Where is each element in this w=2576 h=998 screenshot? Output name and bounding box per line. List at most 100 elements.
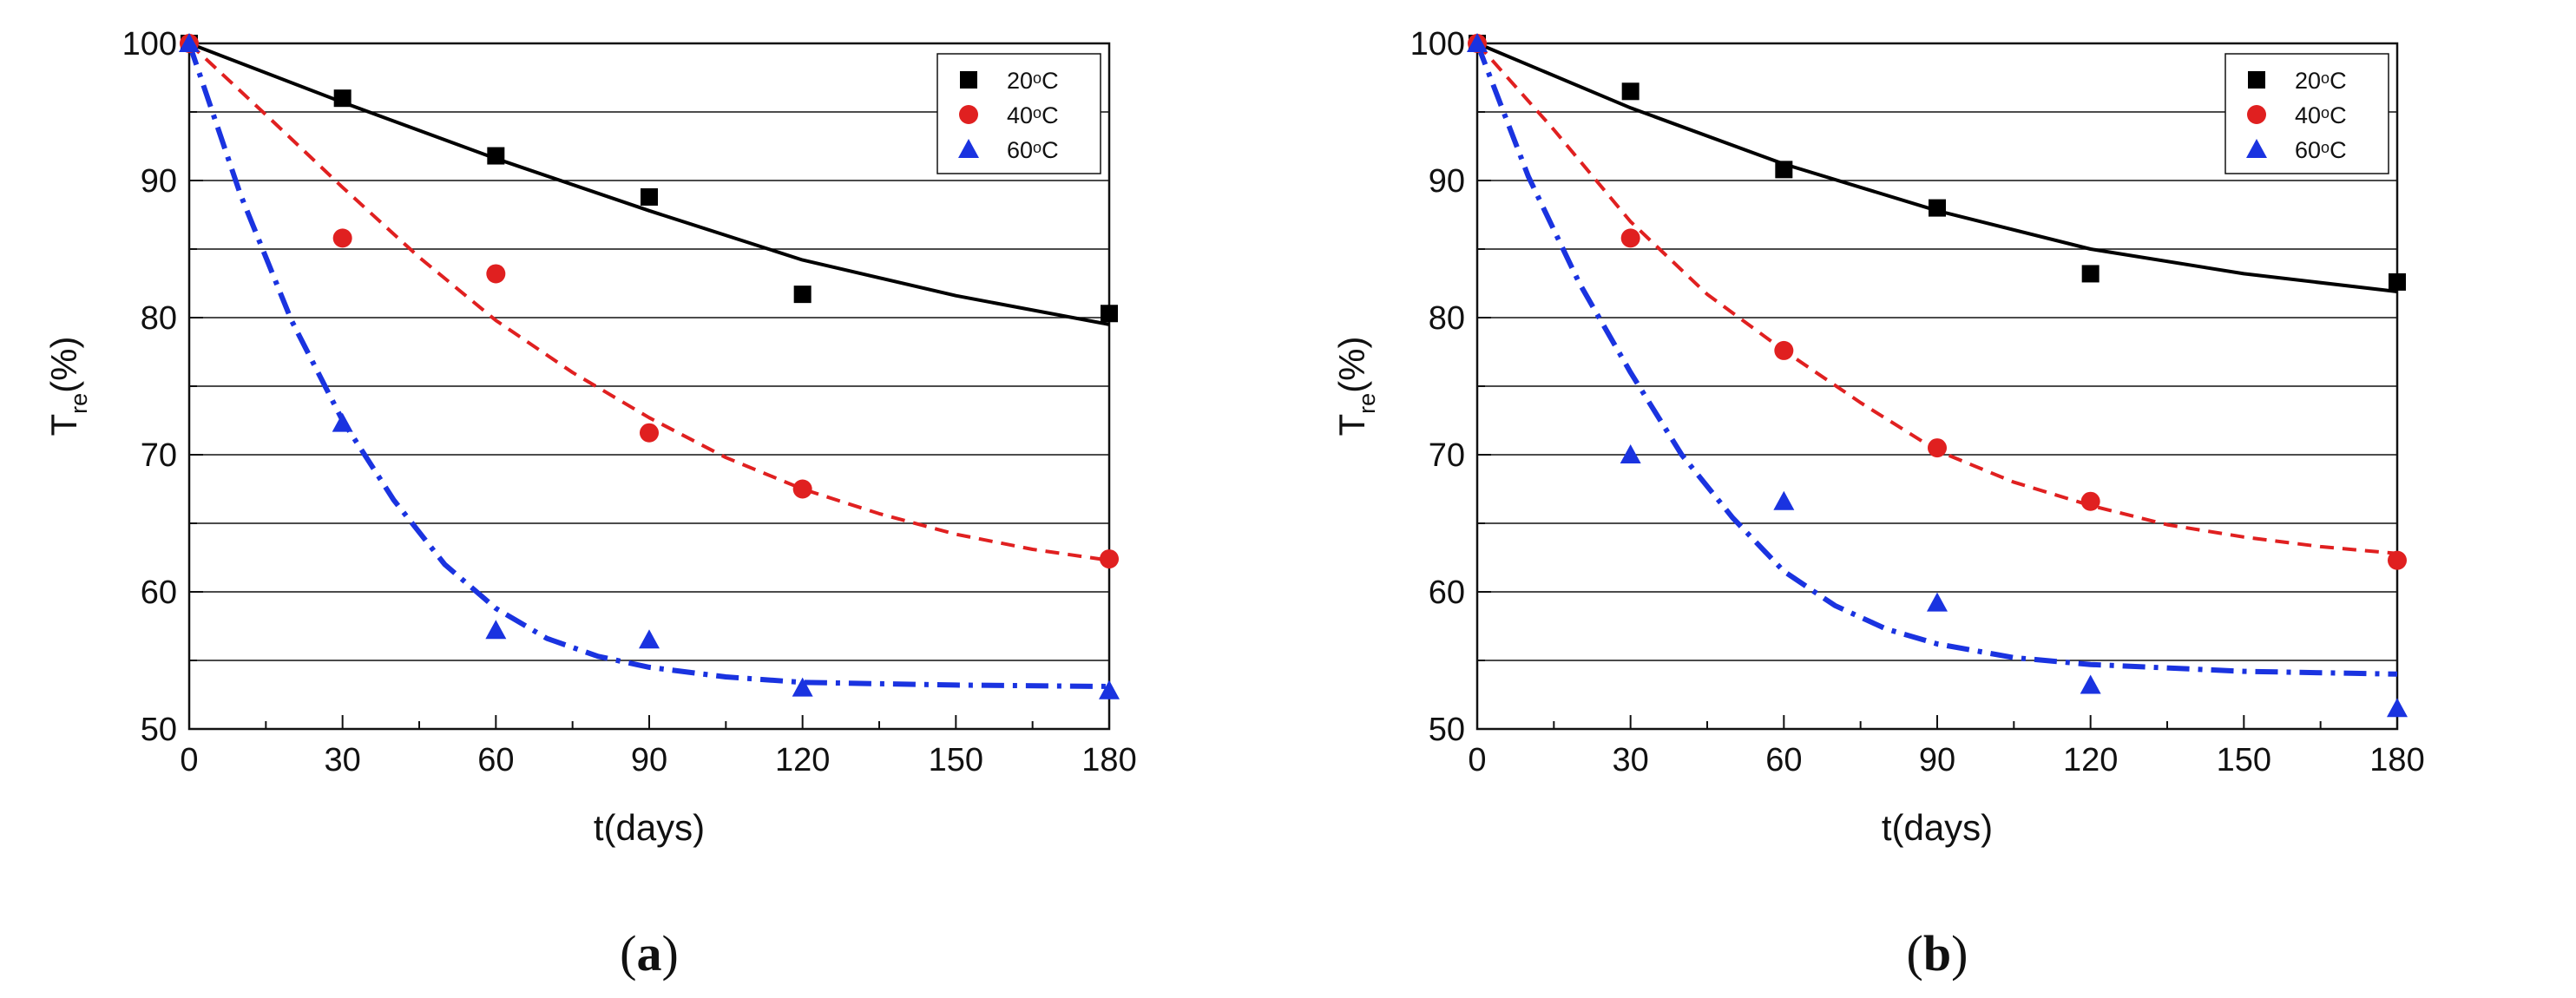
y-axis-label-subscript: re <box>66 393 92 414</box>
legend-degree-symbol: o <box>1033 139 1042 156</box>
y-tick-label: 80 <box>1429 300 1465 337</box>
data-point-series-0 <box>1101 305 1118 323</box>
panel-label-letter: a <box>637 925 662 982</box>
data-point-series-2 <box>1927 592 1948 612</box>
data-point-series-2 <box>1773 490 1795 510</box>
x-tick-label: 90 <box>631 742 667 778</box>
y-axis-label: Tre(%) <box>43 337 92 437</box>
x-tick-label: 180 <box>2369 742 2424 778</box>
legend-marker-series-2 <box>2246 139 2267 158</box>
data-point-series-0 <box>793 286 812 304</box>
data-point-series-1 <box>1774 340 1794 360</box>
panel-label-open: ( <box>620 925 636 982</box>
legend-degree-symbol: o <box>2321 69 2330 87</box>
legend-label-unit: C <box>1042 137 1059 163</box>
legend-label-unit: C <box>1042 102 1059 128</box>
panel-label: (a) <box>620 925 679 982</box>
legend-degree-symbol: o <box>2321 139 2330 156</box>
chart-panel-b: 0 30 60 90 120 150 1805060708090100t(days)Tre(… <box>1331 26 2425 982</box>
data-point-series-1 <box>792 479 812 499</box>
data-point-series-1 <box>486 264 506 284</box>
data-point-series-2 <box>2387 698 2408 718</box>
legend-label-unit: C <box>2330 102 2347 128</box>
legend-degree-symbol: o <box>2321 104 2330 121</box>
fit-curve-series-1 <box>187 42 1110 562</box>
legend-degree-symbol: o <box>1033 104 1042 121</box>
data-point-series-1 <box>2388 550 2407 570</box>
data-point-series-2 <box>639 629 660 649</box>
legend-label-value: 20 <box>1007 68 1033 94</box>
legend-label-series-2: 60oC <box>2295 137 2347 163</box>
legend-marker-series-0 <box>2248 71 2265 89</box>
fit-curve-series-2 <box>1475 42 2398 677</box>
x-tick-label: 30 <box>325 742 361 778</box>
y-tick-label: 50 <box>141 712 177 748</box>
legend-label-value: 20 <box>2295 68 2321 94</box>
x-axis-label: t(days) <box>1882 807 1993 848</box>
data-point-series-1 <box>2080 491 2100 511</box>
data-point-series-2 <box>1099 680 1120 699</box>
y-tick-label: 100 <box>122 26 177 62</box>
y-tick-label: 90 <box>1429 163 1465 200</box>
legend-label-value: 40 <box>1007 102 1033 128</box>
data-point-series-2 <box>485 620 507 640</box>
chart-panel-a: 0 30 60 90 120 150 1805060708090100t(days)Tre(… <box>43 26 1137 982</box>
panel-label-letter: b <box>1923 925 1951 982</box>
data-point-series-0 <box>2389 272 2406 291</box>
x-tick-label: 90 <box>1919 742 1955 778</box>
panel-label-close: ) <box>1951 925 1968 982</box>
data-point-series-1 <box>332 228 352 248</box>
data-point-series-2 <box>179 33 200 52</box>
legend-label-series-0: 20oC <box>1007 68 1059 94</box>
data-point-series-1 <box>1100 549 1119 569</box>
y-tick-label: 70 <box>141 437 177 474</box>
data-point-series-0 <box>1929 199 1946 217</box>
legend-label-value: 60 <box>2295 137 2321 163</box>
fit-curve-series-2 <box>187 43 1110 689</box>
x-tick-label: 150 <box>2217 742 2271 778</box>
legend-label-value: 40 <box>2295 102 2321 128</box>
y-tick-label: 50 <box>1429 712 1465 748</box>
legend-marker-series-2 <box>958 139 979 158</box>
legend-label-value: 60 <box>1007 137 1033 163</box>
data-point-series-0 <box>2081 265 2100 283</box>
legend-label-unit: C <box>1042 68 1059 94</box>
panel-label: (b) <box>1907 925 1968 982</box>
x-tick-label: 120 <box>775 742 830 778</box>
y-tick-label: 80 <box>141 300 177 337</box>
x-tick-label: 30 <box>1613 742 1649 778</box>
data-point-series-0 <box>1621 82 1640 101</box>
legend-label-series-2: 60oC <box>1007 137 1059 163</box>
panel-label-open: ( <box>1907 925 1923 982</box>
x-tick-label: 0 <box>1468 742 1486 778</box>
data-point-series-0 <box>487 147 505 165</box>
legend-marker-series-0 <box>960 71 977 89</box>
data-point-series-1 <box>640 423 659 443</box>
y-axis-label-subscript: re <box>1354 393 1380 414</box>
y-tick-label: 100 <box>1410 26 1465 62</box>
data-point-series-2 <box>1467 33 1488 52</box>
data-point-series-0 <box>641 187 658 206</box>
legend-marker-series-1 <box>2247 105 2266 124</box>
legend-label-series-1: 40oC <box>1007 102 1059 128</box>
legend-marker-series-1 <box>959 105 978 124</box>
data-point-series-2 <box>792 677 813 697</box>
data-point-series-1 <box>1928 438 1947 458</box>
y-axis-label-suffix: (%) <box>43 337 84 393</box>
y-tick-label: 60 <box>141 575 177 611</box>
x-tick-label: 60 <box>1765 742 1802 778</box>
y-axis-label: Tre(%) <box>1331 337 1380 437</box>
x-tick-label: 60 <box>477 742 514 778</box>
data-point-series-2 <box>1620 444 1641 463</box>
legend-degree-symbol: o <box>1033 69 1042 87</box>
legend-label-unit: C <box>2330 137 2347 163</box>
data-point-series-1 <box>1620 228 1640 248</box>
data-point-series-2 <box>332 412 353 432</box>
legend-label-series-1: 40oC <box>2295 102 2347 128</box>
y-tick-label: 60 <box>1429 575 1465 611</box>
x-axis-label: t(days) <box>594 807 705 848</box>
data-point-series-0 <box>333 89 352 108</box>
data-point-series-2 <box>2080 674 2101 694</box>
